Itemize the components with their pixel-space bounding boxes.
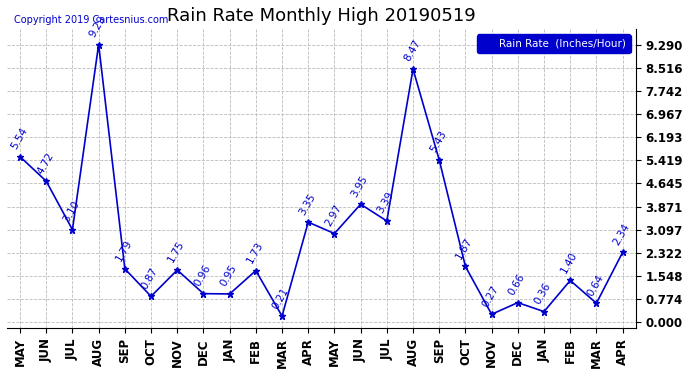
Title: Rain Rate Monthly High 20190519: Rain Rate Monthly High 20190519 <box>167 7 475 25</box>
Text: 0.66: 0.66 <box>506 272 527 297</box>
Text: 3.39: 3.39 <box>376 190 396 215</box>
Text: 0.36: 0.36 <box>533 281 553 306</box>
Text: 4.72: 4.72 <box>35 150 55 176</box>
Text: 1.79: 1.79 <box>114 238 134 263</box>
Text: 2.97: 2.97 <box>324 203 344 228</box>
Text: 3.95: 3.95 <box>350 174 370 199</box>
Text: 1.40: 1.40 <box>559 250 580 275</box>
Text: 1.87: 1.87 <box>454 236 475 261</box>
Text: 0.27: 0.27 <box>480 284 501 309</box>
Text: 3.35: 3.35 <box>297 192 317 217</box>
Text: 0.87: 0.87 <box>140 266 160 291</box>
Text: Copyright 2019 Cartesnius.com: Copyright 2019 Cartesnius.com <box>14 15 168 25</box>
Text: 1.73: 1.73 <box>245 240 265 265</box>
Legend: Rain Rate  (Inches/Hour): Rain Rate (Inches/Hour) <box>477 34 631 53</box>
Text: 0.95: 0.95 <box>219 263 239 288</box>
Text: 9.29: 9.29 <box>88 14 108 39</box>
Text: 8.47: 8.47 <box>402 38 422 63</box>
Text: 0.96: 0.96 <box>193 263 213 288</box>
Text: 2.34: 2.34 <box>611 222 632 247</box>
Text: 3.10: 3.10 <box>61 199 81 224</box>
Text: 5.43: 5.43 <box>428 129 448 154</box>
Text: 0.21: 0.21 <box>271 285 291 310</box>
Text: 5.54: 5.54 <box>9 126 29 151</box>
Text: 1.75: 1.75 <box>166 239 186 264</box>
Text: 0.64: 0.64 <box>585 273 606 298</box>
